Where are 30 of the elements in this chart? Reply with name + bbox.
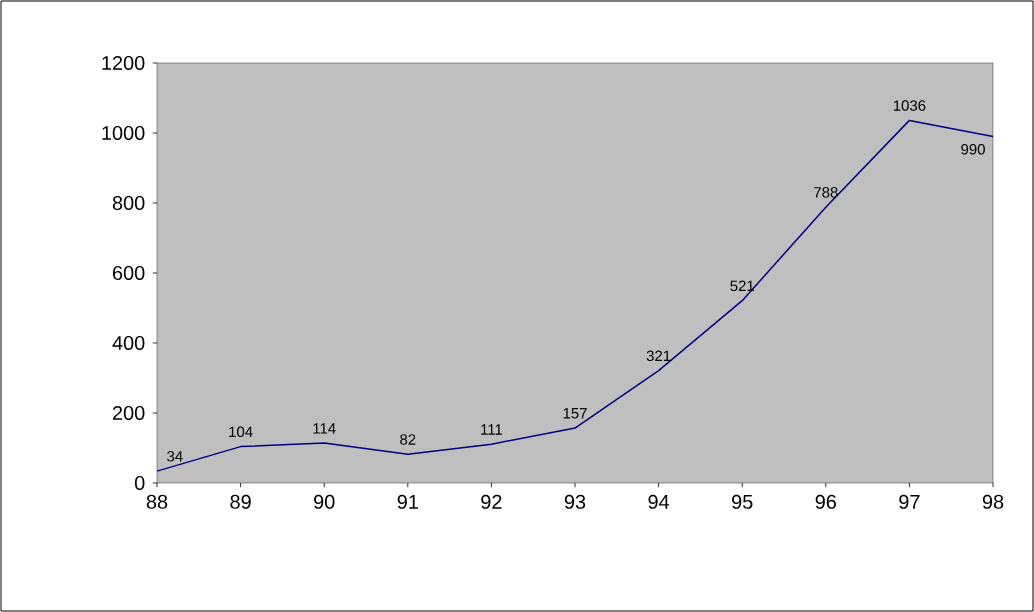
x-tick-label: 97 bbox=[899, 494, 920, 509]
data-label: 104 bbox=[229, 426, 253, 438]
x-tick-label: 98 bbox=[982, 494, 1004, 509]
data-label: 82 bbox=[400, 434, 416, 445]
y-tick-label: 1000 bbox=[102, 125, 145, 141]
y-tick-label: 1200 bbox=[102, 55, 145, 71]
data-label: 114 bbox=[313, 423, 336, 434]
y-tick-label: 400 bbox=[112, 335, 145, 351]
data-label: 990 bbox=[961, 144, 985, 155]
x-tick-label: 96 bbox=[815, 494, 837, 509]
data-label: 34 bbox=[167, 450, 183, 462]
x-tick-label: 89 bbox=[230, 494, 251, 509]
data-label: 157 bbox=[563, 408, 587, 419]
y-tick-label: 200 bbox=[112, 405, 145, 421]
x-tick-label: 90 bbox=[314, 494, 335, 509]
x-tick-label: 93 bbox=[564, 494, 586, 509]
data-label: 1036 bbox=[893, 100, 926, 111]
line-series bbox=[156, 119, 994, 472]
y-tick-label: 0 bbox=[134, 475, 145, 491]
x-tick-label: 92 bbox=[481, 494, 502, 509]
data-label: 321 bbox=[646, 350, 671, 362]
data-label: 521 bbox=[730, 280, 754, 292]
y-tick-label: 800 bbox=[112, 195, 145, 211]
y-tick-label: 600 bbox=[113, 265, 145, 281]
data-label: 111 bbox=[481, 424, 503, 435]
x-tick-label: 91 bbox=[397, 494, 418, 509]
data-label: 788 bbox=[814, 187, 838, 198]
x-tick-label: 88 bbox=[146, 494, 168, 509]
x-tick-label: 95 bbox=[732, 494, 753, 509]
x-tick-label: 94 bbox=[648, 494, 670, 509]
